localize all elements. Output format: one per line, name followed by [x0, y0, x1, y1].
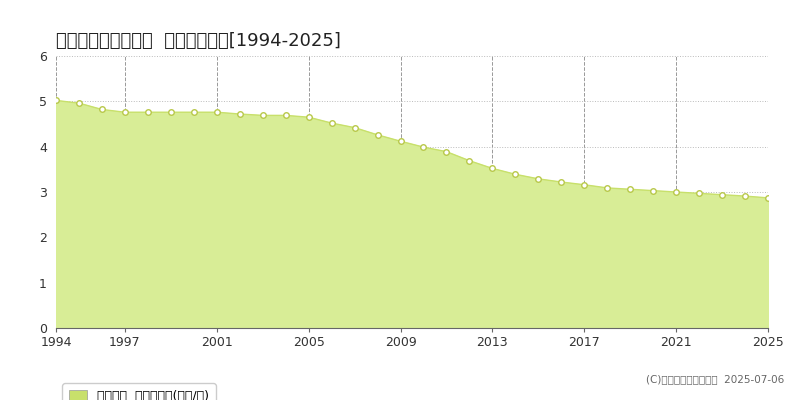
Text: 上北郡野辺地町中道  公示地価推移[1994-2025]: 上北郡野辺地町中道 公示地価推移[1994-2025] [56, 32, 341, 50]
Legend: 公示地価  平均坪単価(万円/坪): 公示地価 平均坪単価(万円/坪) [62, 383, 215, 400]
Text: (C)土地価格ドットコム  2025-07-06: (C)土地価格ドットコム 2025-07-06 [646, 374, 784, 384]
